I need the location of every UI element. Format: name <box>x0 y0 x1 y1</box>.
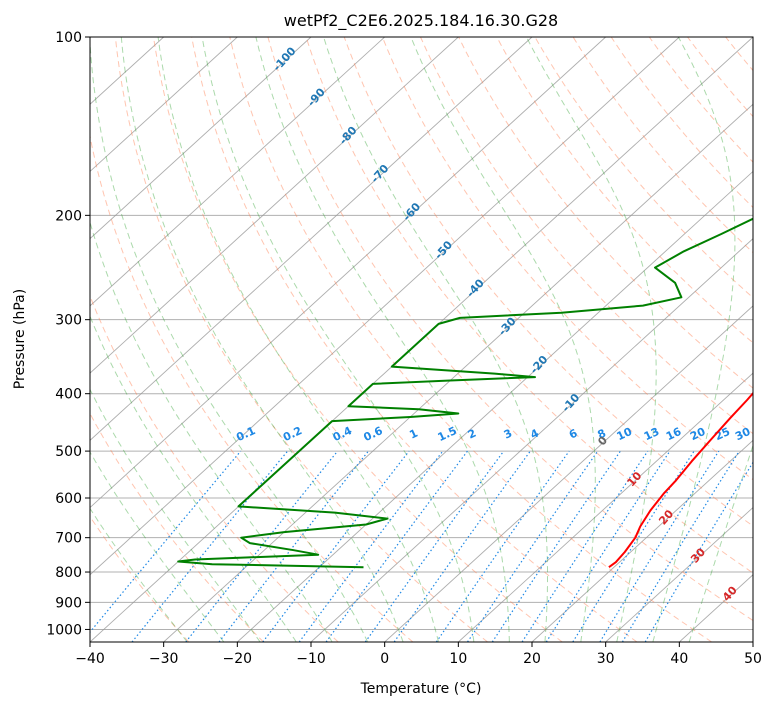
mixing-ratio-line <box>621 450 740 642</box>
mixing-ratio-line <box>393 450 531 642</box>
dry-adiabat-line <box>648 37 753 163</box>
moist-adiabat-line <box>90 220 333 642</box>
y-tick-label: 300 <box>55 313 82 329</box>
mixing-ratio-line <box>90 450 242 634</box>
isotherm-line <box>458 372 753 642</box>
chart-title: wetPf2_C2E6.2025.184.16.30.G28 <box>284 11 558 31</box>
x-tick-label: −30 <box>149 651 179 667</box>
mixing-ratio-line <box>467 450 599 642</box>
x-tick-label: −10 <box>296 651 326 667</box>
dry-adiabat-line <box>90 294 339 642</box>
isotherm-line <box>90 37 385 307</box>
moist-adiabat-line <box>90 388 261 642</box>
dry-adiabat-line <box>267 37 753 622</box>
dry-adiabat-line <box>114 37 488 642</box>
isotherm-line <box>90 37 238 173</box>
mixing-ratio-label: 30 <box>733 425 753 443</box>
x-tick-label: 20 <box>523 651 541 667</box>
y-tick-label: 200 <box>55 208 82 224</box>
isotherm-line <box>90 37 680 576</box>
isotherm-line <box>163 103 753 642</box>
x-axis-title: Temperature (°C) <box>360 681 482 697</box>
x-tick-label: 30 <box>597 651 615 667</box>
y-tick-label: 1000 <box>46 622 82 638</box>
mixing-ratio-line <box>644 461 753 642</box>
mixing-ratio-line <box>185 450 339 642</box>
isotherm-line <box>90 37 312 240</box>
y-tick-label: 700 <box>55 531 82 547</box>
x-tick-label: 50 <box>744 651 762 667</box>
moist-adiabat-line <box>410 37 596 642</box>
y-axis-title: Pressure (hPa) <box>12 289 28 389</box>
dewpoint-profile-line <box>177 217 753 569</box>
mixing-ratio-label: 16 <box>664 425 684 443</box>
x-tick-label: −40 <box>75 651 105 667</box>
x-tick-label: 40 <box>670 651 688 667</box>
moist-adiabat-line <box>201 37 475 642</box>
moist-adiabat-line <box>323 37 548 642</box>
y-tick-label: 400 <box>55 387 82 403</box>
y-tick-label: 900 <box>55 595 82 611</box>
dry-adiabat-line <box>343 37 753 527</box>
dry-adiabat-line <box>90 412 264 642</box>
isotherm-line <box>90 37 533 441</box>
mixing-ratio-label: 13 <box>642 425 661 443</box>
dry-adiabat-line <box>305 37 753 574</box>
mixing-ratio-line <box>218 450 369 642</box>
temperature-profile-line <box>608 391 753 569</box>
dry-adiabat-line <box>496 37 753 344</box>
plot-frame <box>89 36 754 643</box>
mixing-ratio-label: 20 <box>688 425 708 443</box>
x-tick-label: 0 <box>380 651 389 667</box>
y-tick-label: 500 <box>55 444 82 460</box>
x-tick-label: −20 <box>223 651 253 667</box>
mixing-ratio-line <box>599 450 720 642</box>
y-tick-label: 800 <box>55 565 82 581</box>
moist-adiabat-line <box>90 450 225 642</box>
isotherm-line <box>605 506 753 642</box>
dry-adiabat-line <box>191 37 638 642</box>
y-tick-label: 600 <box>55 491 82 507</box>
moist-adiabat-line <box>255 37 510 642</box>
dry-adiabat-line <box>229 37 712 642</box>
moist-adiabat-line <box>90 37 369 642</box>
isotherm-line <box>90 37 459 374</box>
mixing-ratio-label: 10 <box>615 425 635 443</box>
moist-adiabat-line <box>90 507 188 642</box>
moist-adiabat-line <box>688 443 753 642</box>
mixing-ratio-line <box>364 450 505 642</box>
moist-adiabat-line <box>120 37 404 642</box>
dry-adiabat-line <box>90 515 190 642</box>
isotherm-line <box>310 238 753 642</box>
isotherm-line <box>90 37 606 509</box>
dry-adiabat-line <box>381 37 753 481</box>
dry-adiabat-line <box>153 37 563 642</box>
isotherm-line <box>384 305 753 642</box>
isotherm-line <box>237 170 753 642</box>
mixing-ratio-label: 25 <box>713 425 732 443</box>
x-tick-label: 10 <box>449 651 467 667</box>
moist-adiabat-line <box>652 37 736 642</box>
mixing-ratio-line <box>131 450 289 642</box>
dry-adiabat-line <box>572 37 753 254</box>
dry-adiabat-line <box>458 37 753 389</box>
moist-adiabat-line <box>90 314 297 642</box>
moist-adiabat-line <box>157 37 439 642</box>
mixing-ratio-line <box>262 450 410 642</box>
mixing-ratio-line <box>545 450 671 642</box>
isotherm-line <box>531 439 753 642</box>
dry-adiabat-line <box>420 37 753 435</box>
y-tick-label: 100 <box>55 30 82 46</box>
